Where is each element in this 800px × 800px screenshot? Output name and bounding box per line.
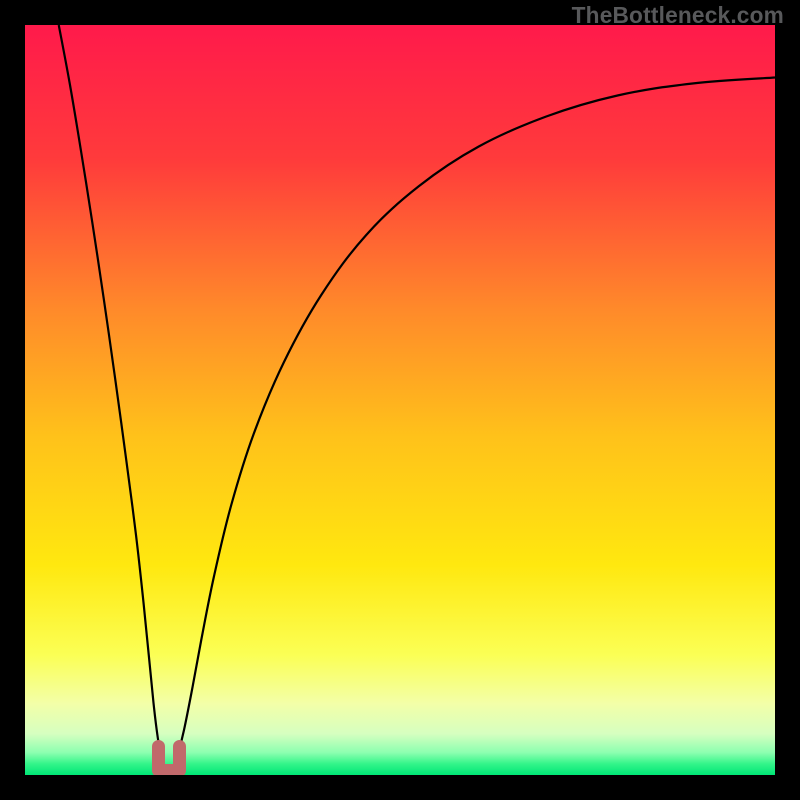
bottleneck-chart-svg xyxy=(25,25,775,775)
watermark-text: TheBottleneck.com xyxy=(572,2,784,29)
chart-frame: TheBottleneck.com xyxy=(0,0,800,800)
plot-area xyxy=(25,25,775,775)
gradient-background xyxy=(25,25,775,775)
